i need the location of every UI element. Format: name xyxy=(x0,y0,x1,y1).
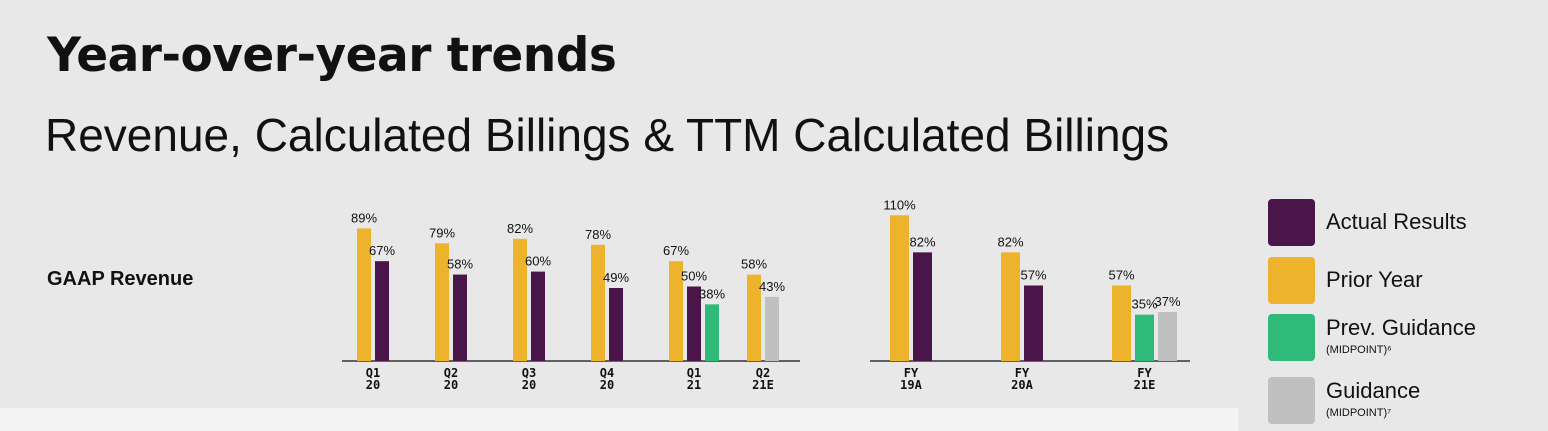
tick-label: 20A xyxy=(1011,378,1033,392)
data-label: 58% xyxy=(447,257,473,272)
data-label: 79% xyxy=(429,225,455,240)
tick-label: 20 xyxy=(366,378,380,392)
data-label: 58% xyxy=(741,257,767,272)
tick-label: 21E xyxy=(752,378,774,392)
data-label: 57% xyxy=(1108,267,1134,282)
row-label: GAAP Revenue xyxy=(47,268,194,290)
charts-canvas: 89%67%Q12079%58%Q22082%60%Q32078%49%Q420… xyxy=(342,197,1190,392)
data-label: 43% xyxy=(759,279,785,294)
tick-label: 20 xyxy=(600,378,614,392)
tick-label: 20 xyxy=(522,378,536,392)
bar xyxy=(531,271,545,361)
legend-swatch-prior xyxy=(1268,257,1315,304)
bar xyxy=(687,286,701,361)
bar xyxy=(453,274,467,361)
bar xyxy=(669,261,683,361)
bar xyxy=(1001,252,1020,361)
page-subtitle: Revenue, Calculated Billings & TTM Calcu… xyxy=(45,109,1170,161)
bar xyxy=(1024,285,1043,361)
data-label: 50% xyxy=(681,269,707,284)
tick-label: 21E xyxy=(1134,378,1156,392)
bar xyxy=(375,261,389,361)
data-label: 60% xyxy=(525,254,551,269)
tick-label: 21 xyxy=(687,378,701,392)
bar xyxy=(705,304,719,361)
bar xyxy=(513,238,527,361)
data-label: 78% xyxy=(585,227,611,242)
data-label: 67% xyxy=(663,243,689,258)
tick-label: 19A xyxy=(900,378,922,392)
legend-label: Prev. Guidance xyxy=(1326,315,1477,340)
chart-1: 89%67%Q12079%58%Q22082%60%Q32078%49%Q420… xyxy=(342,210,800,392)
tick-label: Q2 xyxy=(444,366,458,380)
tick-label: Q4 xyxy=(600,366,614,380)
data-label: 82% xyxy=(507,221,533,236)
data-label: 67% xyxy=(369,243,395,258)
tick-label: 20 xyxy=(444,378,458,392)
data-label: 38% xyxy=(699,286,725,301)
legend-label: Prior Year xyxy=(1326,267,1423,292)
bar xyxy=(1135,314,1154,361)
legend-note: (MIDPOINT)⁷ xyxy=(1326,407,1392,419)
bar xyxy=(747,274,761,361)
bottom-band xyxy=(0,408,1238,431)
legend-swatch-prev-guidance xyxy=(1268,314,1315,361)
data-label: 37% xyxy=(1154,294,1180,309)
legend-note: (MIDPOINT)⁶ xyxy=(1326,344,1392,356)
tick-label: Q2 xyxy=(756,366,770,380)
bar xyxy=(591,244,605,361)
bar xyxy=(435,243,449,361)
bar xyxy=(1112,285,1131,361)
bar xyxy=(609,287,623,361)
bar xyxy=(890,215,909,361)
legend-swatch-actual xyxy=(1268,199,1315,246)
tick-label: FY xyxy=(1137,366,1152,380)
legend-label: Guidance xyxy=(1326,378,1421,403)
data-label: 89% xyxy=(351,210,377,225)
bar xyxy=(1158,311,1177,361)
tick-label: Q3 xyxy=(522,366,536,380)
data-label: 82% xyxy=(909,234,935,249)
tick-label: FY xyxy=(904,366,919,380)
tick-label: Q1 xyxy=(687,366,701,380)
data-label: 49% xyxy=(603,270,629,285)
legend-label: Actual Results xyxy=(1326,209,1467,234)
data-label: 82% xyxy=(997,234,1023,249)
page-title: Year-over-year trends xyxy=(47,28,617,83)
tick-label: Q1 xyxy=(366,366,380,380)
bar xyxy=(913,252,932,361)
data-label: 35% xyxy=(1131,297,1157,312)
legend-swatch-guidance xyxy=(1268,377,1315,424)
data-label: 110% xyxy=(883,197,916,212)
tick-label: FY xyxy=(1015,366,1030,380)
data-label: 57% xyxy=(1020,267,1046,282)
bar xyxy=(357,228,371,361)
bar xyxy=(765,296,779,361)
